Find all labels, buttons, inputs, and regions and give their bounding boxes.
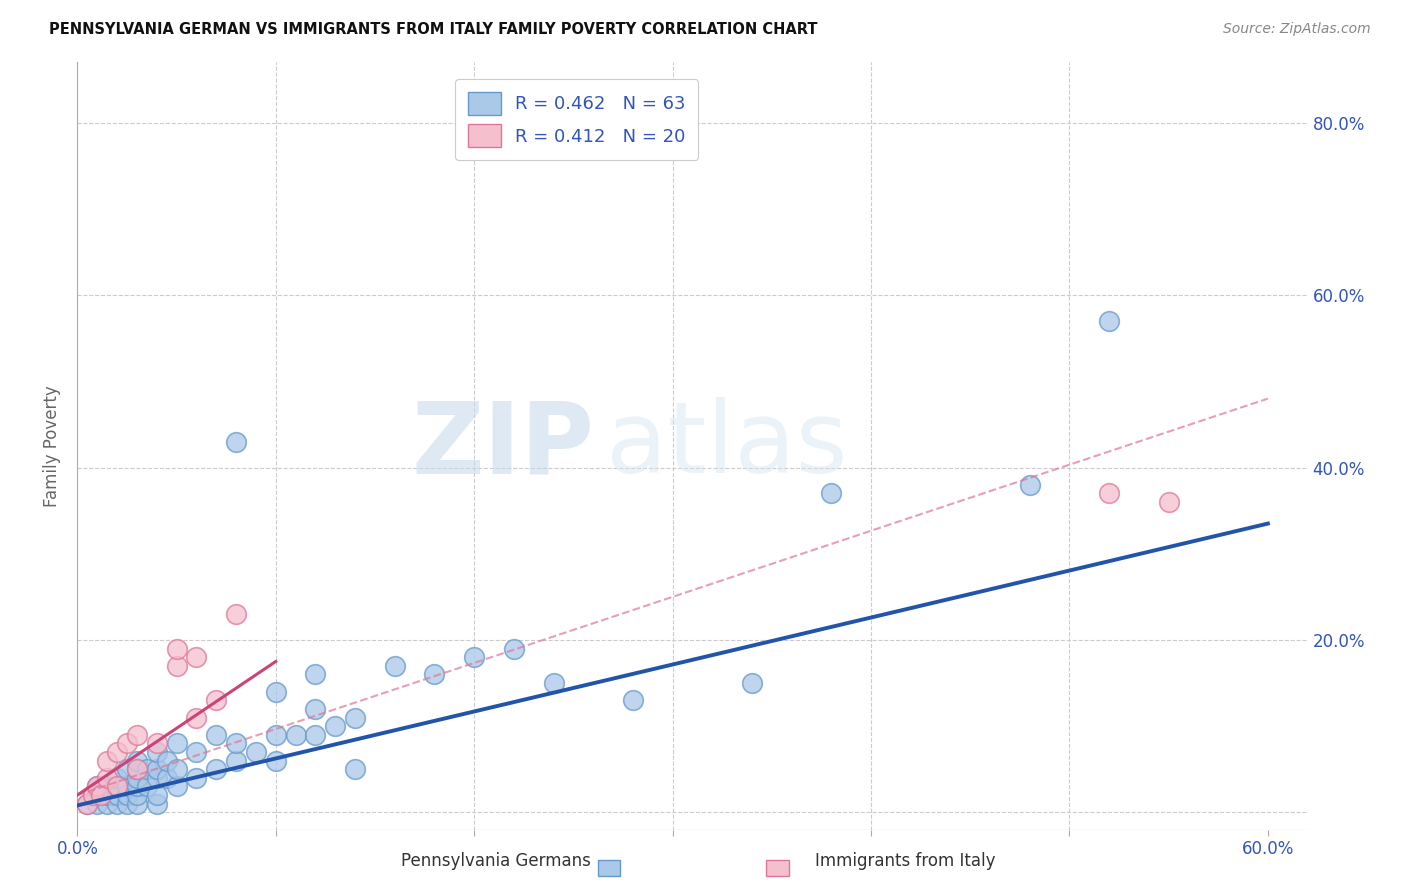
Point: [304, 667, 326, 681]
Point: [101, 788, 124, 802]
Point: [543, 676, 565, 690]
Point: [135, 762, 157, 776]
Text: Immigrants from Italy: Immigrants from Italy: [815, 852, 995, 870]
Point: [323, 719, 346, 733]
Point: [96, 788, 118, 802]
Point: [264, 754, 287, 768]
Point: [96, 754, 118, 768]
Point: [145, 762, 167, 776]
Point: [145, 788, 167, 802]
Point: [125, 788, 148, 802]
Point: [96, 797, 118, 811]
Text: PENNSYLVANIA GERMAN VS IMMIGRANTS FROM ITALY FAMILY POVERTY CORRELATION CHART: PENNSYLVANIA GERMAN VS IMMIGRANTS FROM I…: [49, 22, 818, 37]
Point: [96, 780, 118, 794]
Point: [463, 650, 485, 665]
Point: [741, 676, 763, 690]
Point: [125, 780, 148, 794]
Point: [1157, 495, 1180, 509]
Point: [264, 728, 287, 742]
Point: [105, 780, 128, 794]
Point: [105, 771, 128, 785]
Point: [245, 745, 267, 759]
Point: [125, 762, 148, 776]
Point: [225, 736, 247, 750]
Point: [1098, 486, 1121, 500]
Point: [186, 710, 208, 724]
Point: [135, 780, 157, 794]
Point: [105, 745, 128, 759]
Point: [86, 788, 108, 802]
Point: [304, 728, 326, 742]
Point: [186, 650, 208, 665]
Point: [820, 486, 842, 500]
Y-axis label: Family Poverty: Family Poverty: [44, 385, 62, 507]
Point: [145, 745, 167, 759]
Point: [125, 728, 148, 742]
Point: [82, 788, 104, 802]
Text: Source: ZipAtlas.com: Source: ZipAtlas.com: [1223, 22, 1371, 37]
Point: [125, 797, 148, 811]
Point: [205, 762, 228, 776]
Point: [166, 780, 188, 794]
Point: [384, 658, 406, 673]
Point: [166, 658, 188, 673]
Point: [76, 797, 98, 811]
Point: [86, 780, 108, 794]
Point: [105, 788, 128, 802]
Legend: R = 0.462   N = 63, R = 0.412   N = 20: R = 0.462 N = 63, R = 0.412 N = 20: [456, 79, 699, 160]
Point: [1018, 477, 1040, 491]
Point: [186, 745, 208, 759]
Point: [115, 780, 138, 794]
Point: [225, 434, 247, 449]
Point: [205, 693, 228, 707]
Point: [502, 641, 524, 656]
Point: [76, 797, 98, 811]
Point: [304, 702, 326, 716]
Text: ZIP: ZIP: [411, 398, 595, 494]
Point: [186, 771, 208, 785]
Point: [115, 788, 138, 802]
Point: [125, 771, 148, 785]
Point: [145, 797, 167, 811]
Point: [166, 762, 188, 776]
Point: [205, 728, 228, 742]
Point: [105, 797, 128, 811]
Point: [96, 771, 118, 785]
Point: [115, 797, 138, 811]
Point: [156, 771, 179, 785]
Point: [115, 762, 138, 776]
Point: [86, 797, 108, 811]
Text: Pennsylvania Germans: Pennsylvania Germans: [401, 852, 591, 870]
Point: [125, 762, 148, 776]
Point: [423, 667, 446, 681]
Point: [166, 736, 188, 750]
Point: [86, 780, 108, 794]
Point: [344, 762, 367, 776]
Point: [125, 754, 148, 768]
Point: [1098, 314, 1121, 328]
Point: [225, 754, 247, 768]
Point: [156, 754, 179, 768]
Point: [284, 728, 307, 742]
Point: [166, 641, 188, 656]
Point: [82, 788, 104, 802]
Text: atlas: atlas: [606, 398, 848, 494]
Point: [344, 710, 367, 724]
Point: [621, 693, 644, 707]
Point: [145, 771, 167, 785]
Point: [115, 736, 138, 750]
Point: [105, 780, 128, 794]
Point: [145, 736, 167, 750]
Point: [264, 684, 287, 698]
Point: [90, 788, 112, 802]
Point: [225, 607, 247, 621]
